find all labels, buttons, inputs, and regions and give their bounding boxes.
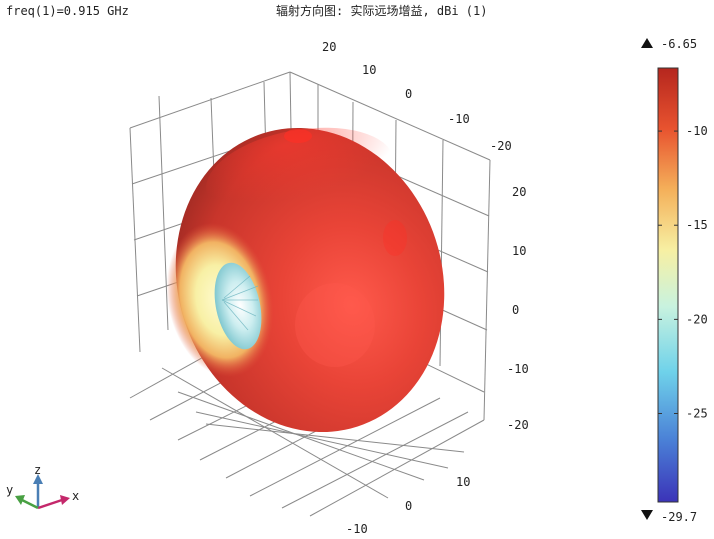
axis-triad: z x y (6, 463, 79, 510)
colorbar-max-label: -6.65 (661, 37, 697, 51)
z-tick-label: 10 (512, 244, 526, 258)
triad-y-label: y (6, 483, 13, 497)
x-axis-ticks: 20 10 0 -10 -20 (322, 40, 512, 153)
colorbar-tick-label: -25 (686, 407, 708, 421)
colorbar-min-marker (641, 510, 653, 520)
y-tick-label: 10 (456, 475, 470, 489)
y-tick-label: 0 (405, 499, 412, 513)
z-tick-label: 20 (512, 185, 526, 199)
z-tick-label: -20 (507, 418, 529, 432)
colorbar-tick-label: -15 (686, 218, 708, 232)
frequency-label: freq(1)=0.915 GHz (6, 4, 129, 18)
x-tick-label: 20 (322, 40, 336, 54)
colorbar-ticks: -10 -15 -20 -25 (658, 124, 708, 421)
y-tick-label: -10 (346, 522, 368, 536)
colorbar: -6.65 -10 -15 -20 -25 -29.7 (641, 37, 708, 524)
x-tick-label: 10 (362, 63, 376, 77)
x-tick-label: 0 (405, 87, 412, 101)
colorbar-min-label: -29.7 (661, 510, 697, 524)
triad-z-label: z (34, 463, 41, 477)
y-axis-ticks: 10 0 -10 (346, 475, 470, 536)
colorbar-gradient (657, 67, 679, 503)
chart-title: 辐射方向图: 实际远场增益, dBi (1) (276, 3, 487, 18)
x-tick-label: -20 (490, 139, 512, 153)
colorbar-tick-label: -20 (686, 312, 708, 326)
colorbar-tick-label: -10 (686, 124, 708, 138)
radiation-pattern-surface (166, 127, 445, 433)
z-tick-label: -10 (507, 362, 529, 376)
triad-x-label: x (72, 489, 79, 503)
x-tick-label: -10 (448, 112, 470, 126)
colorbar-max-marker (641, 38, 653, 48)
z-axis-ticks: 20 10 0 -10 -20 (507, 185, 529, 432)
pattern-null-inner (214, 262, 262, 350)
z-tick-label: 0 (512, 303, 519, 317)
